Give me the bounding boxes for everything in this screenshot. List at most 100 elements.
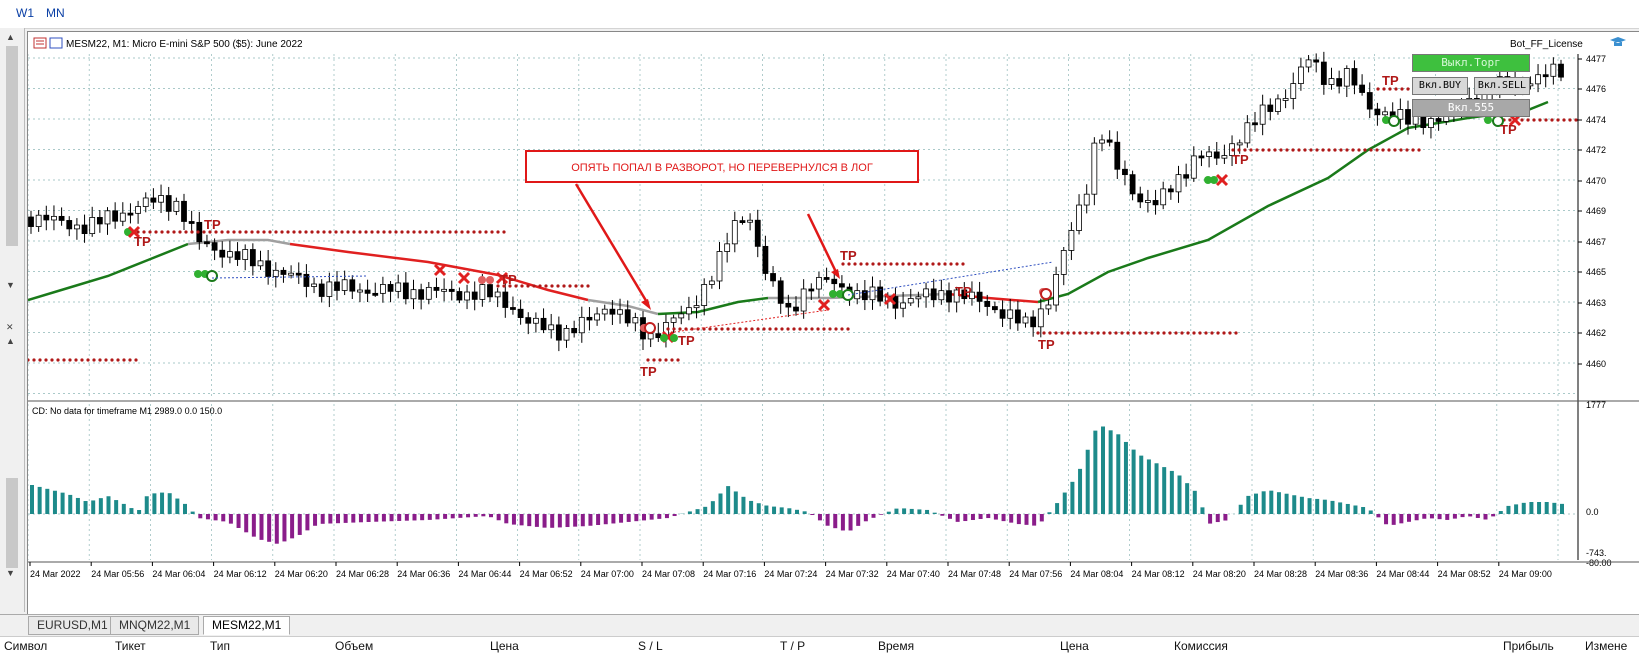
price-chart[interactable]: MESM22, M1: Micro E-mini S&P 500 ($5): J… <box>28 32 1639 614</box>
tp-dot <box>1562 118 1565 121</box>
timeframe-w1-button[interactable]: W1 <box>16 6 34 20</box>
candle-body <box>977 292 982 301</box>
tp-dot <box>466 230 469 233</box>
time-tick-label: 24 Mar 06:12 <box>214 569 267 579</box>
tp-dot <box>1351 148 1354 151</box>
tp-dot <box>816 327 819 330</box>
histogram-bar <box>351 514 355 523</box>
candle-body <box>289 273 294 275</box>
column-volume[interactable]: Объем <box>335 639 373 653</box>
scroll-up-icon-2[interactable]: ▲ <box>6 336 15 346</box>
column-time[interactable]: Время <box>878 639 914 653</box>
tp-dot <box>1078 331 1081 334</box>
candle-body <box>1199 156 1204 158</box>
column-price-2[interactable]: Цена <box>1060 639 1089 653</box>
candle-body <box>1337 79 1342 87</box>
histogram-bar <box>405 514 409 521</box>
candle-body <box>870 287 875 300</box>
candle-body <box>572 328 577 332</box>
candle-body <box>166 196 171 212</box>
indicator-tick-label: -743. <box>1586 548 1607 558</box>
candle-body <box>1367 93 1372 110</box>
tp-dot <box>442 230 445 233</box>
sell-on-button[interactable]: Вкл.SELL <box>1474 77 1530 95</box>
candle-body <box>29 217 34 227</box>
candle-body <box>396 283 401 291</box>
candle-body <box>143 198 148 207</box>
tp-dot <box>352 230 355 233</box>
close-icon[interactable]: ✕ <box>6 322 14 333</box>
time-tick-label: 24 Mar 07:48 <box>948 569 1001 579</box>
scroll-up-icon[interactable]: ▲ <box>6 32 15 42</box>
candle-body <box>748 220 753 222</box>
histogram-bar <box>512 514 516 525</box>
tp-dot <box>786 327 789 330</box>
tp-dot <box>292 230 295 233</box>
histogram-bar <box>38 487 42 514</box>
tab-eurusd[interactable]: EURUSD,M1 <box>28 616 117 635</box>
tp-dot <box>1273 148 1276 151</box>
column-profit[interactable]: Прибыль <box>1503 639 1554 653</box>
candle-body <box>189 221 194 223</box>
time-tick-label: 24 Mar 07:24 <box>764 569 817 579</box>
candle-body <box>1184 175 1189 179</box>
tp-dot <box>166 230 169 233</box>
histogram-bar <box>940 514 944 516</box>
tab-mesm22[interactable]: MESM22,M1 <box>203 616 290 635</box>
tp-dot <box>1381 148 1384 151</box>
tp-dot <box>1400 87 1403 90</box>
candle-body <box>258 261 263 266</box>
tab-mnqm22[interactable]: MNQM22,M1 <box>110 616 199 635</box>
histogram-bar <box>543 514 547 528</box>
tp-dot <box>1405 148 1408 151</box>
tp-dot <box>490 230 493 233</box>
candle-body <box>602 309 607 314</box>
tp-dot <box>32 358 35 361</box>
histogram-bar <box>1560 504 1564 514</box>
column-symbol[interactable]: Символ <box>4 639 47 653</box>
candle-body <box>1000 310 1005 319</box>
column-type[interactable]: Тип <box>210 639 230 653</box>
histogram-bar <box>282 514 286 541</box>
tp-dot <box>532 284 535 287</box>
tp-dot <box>666 327 669 330</box>
candle-body <box>182 201 187 221</box>
tp-dot <box>38 358 41 361</box>
candle-body <box>243 250 248 260</box>
column-price[interactable]: Цена <box>490 639 519 653</box>
price-tick-label: 4463 <box>1586 298 1606 308</box>
timeframe-mn-button[interactable]: MN <box>46 6 65 20</box>
time-tick-label: 24 Mar 07:40 <box>887 569 940 579</box>
column-change[interactable]: Измене <box>1585 639 1627 653</box>
column-tp[interactable]: T / P <box>780 639 805 653</box>
tp-dot <box>676 358 679 361</box>
time-tick-label: 24 Mar 07:08 <box>642 569 695 579</box>
histogram-bar <box>1093 431 1097 514</box>
column-commission[interactable]: Комиссия <box>1174 639 1228 653</box>
target-icon <box>1041 289 1051 299</box>
candle-body <box>281 270 286 274</box>
candle-body <box>319 284 324 296</box>
navigator-scrollbar[interactable] <box>6 46 18 246</box>
histogram-bar <box>741 497 745 514</box>
mode-555-button[interactable]: Вкл.555 <box>1412 99 1530 117</box>
time-tick-label: 24 Mar 07:56 <box>1009 569 1062 579</box>
tp-dot <box>62 358 65 361</box>
histogram-bar <box>527 514 531 526</box>
trading-off-button[interactable]: Выкл.Торг <box>1412 54 1530 72</box>
tp-dot <box>412 230 415 233</box>
tp-dot <box>346 230 349 233</box>
candle-body <box>1084 194 1089 205</box>
tp-dot <box>280 230 283 233</box>
tp-dot <box>286 230 289 233</box>
column-sl[interactable]: S / L <box>638 639 663 653</box>
chart-window[interactable]: MESM22, M1: Micro E-mini S&P 500 ($5): J… <box>27 31 1639 615</box>
navigator-scrollbar-2[interactable] <box>6 478 18 568</box>
buy-on-button[interactable]: Вкл.BUY <box>1412 77 1468 95</box>
scroll-down-icon[interactable]: ▼ <box>6 280 15 290</box>
tp-dot <box>122 358 125 361</box>
histogram-bar <box>191 512 195 514</box>
scroll-down-icon-2[interactable]: ▼ <box>6 568 15 578</box>
histogram-bar <box>1369 510 1373 514</box>
column-ticket[interactable]: Тикет <box>115 639 146 653</box>
